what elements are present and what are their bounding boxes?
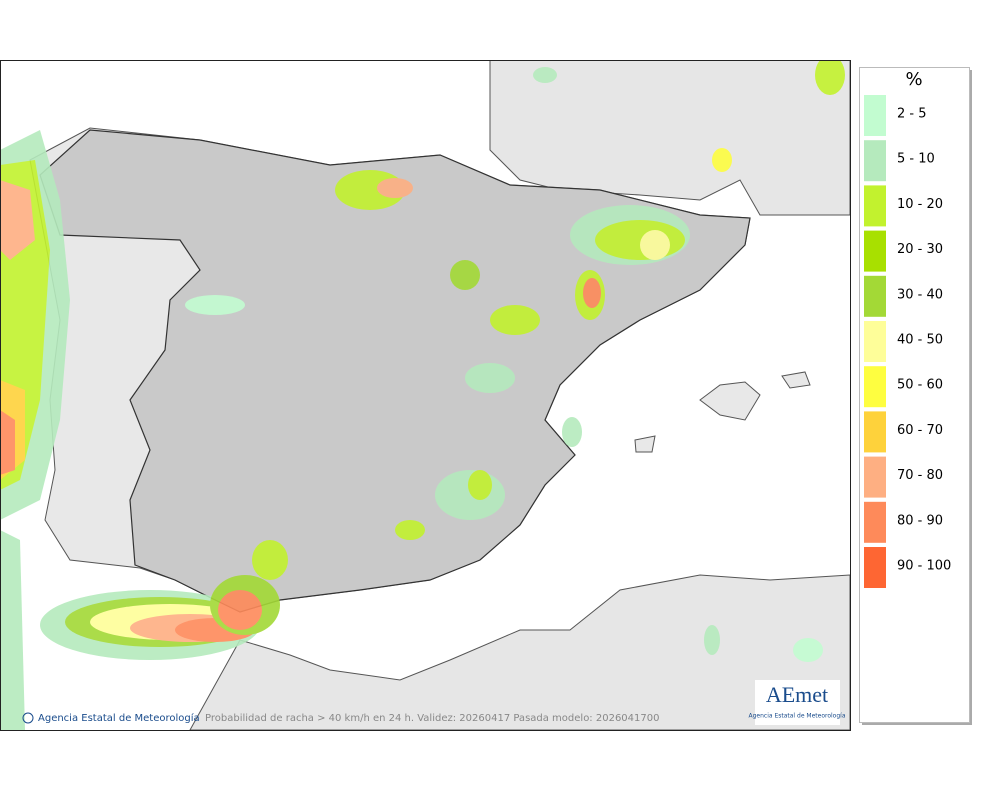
caption: Probabilidad de racha > 40 km/h en 24 h.… <box>205 713 659 724</box>
probability-areas <box>1 61 845 730</box>
map-frame <box>0 60 851 731</box>
legend-title: % <box>905 69 922 90</box>
legend-items: 2 - 5 5 - 10 10 - 20 20 - 30 30 - 40 40 - 50 5… <box>864 95 951 588</box>
legend-label: 20 - 30 <box>897 242 943 257</box>
africa <box>189 574 850 730</box>
legend-label: 10 - 20 <box>897 197 943 212</box>
logo-box <box>755 680 840 725</box>
legend-swatch <box>864 456 886 498</box>
legend-label: 30 - 40 <box>897 287 943 302</box>
legend-label: 5 - 10 <box>897 152 935 167</box>
legend-swatch <box>864 140 886 182</box>
legend-swatch <box>864 275 886 317</box>
legend-label: 70 - 80 <box>897 468 943 483</box>
menorca <box>781 371 811 389</box>
legend-label: 50 - 60 <box>897 378 943 393</box>
legend-swatch <box>864 411 886 453</box>
france <box>489 61 850 216</box>
legend-label: 2 - 5 <box>897 107 927 122</box>
legend-label: 40 - 50 <box>897 333 943 348</box>
ibiza <box>634 435 656 453</box>
legend-swatch <box>864 366 886 408</box>
legend-swatch <box>864 95 886 136</box>
legend-swatch <box>864 321 886 362</box>
spain <box>39 129 751 613</box>
legend-swatch <box>864 185 886 227</box>
legend-label: 90 - 100 <box>897 559 951 574</box>
logo: AEmet <box>766 682 828 707</box>
legend-swatch <box>864 501 886 543</box>
legend-swatch <box>864 230 886 272</box>
legend-swatch <box>864 547 886 588</box>
legend-label: 60 - 70 <box>897 423 943 438</box>
logo-subtitle: Agencia Estatal de Meteorología <box>749 713 846 720</box>
mallorca <box>699 381 761 421</box>
copyright-icon <box>22 712 34 724</box>
map <box>1 61 850 730</box>
credit: Agencia Estatal de Meteorología <box>38 712 200 724</box>
legend-label: 80 - 90 <box>897 513 943 528</box>
